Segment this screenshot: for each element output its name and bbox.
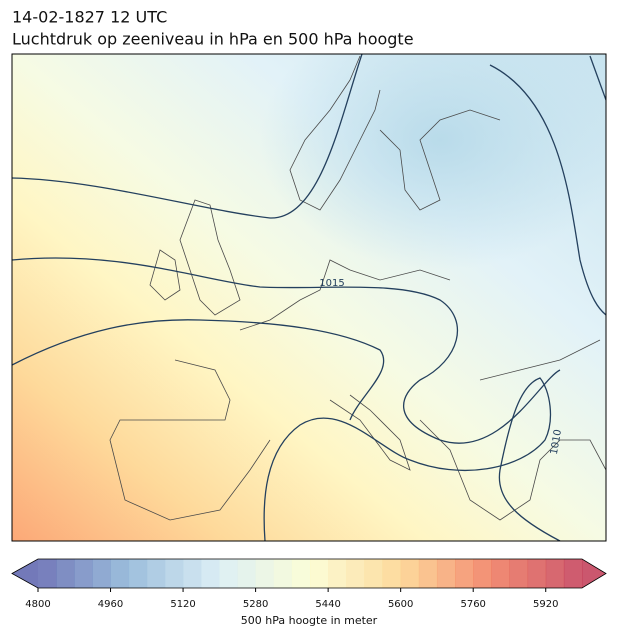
color-segment xyxy=(164,559,184,588)
contour-label: 1015 xyxy=(319,278,344,289)
color-segment xyxy=(183,559,202,588)
color-segment xyxy=(509,559,529,588)
color-segment xyxy=(346,559,365,588)
color-segment xyxy=(291,559,311,588)
low-region xyxy=(260,54,606,270)
color-segment xyxy=(328,559,347,588)
color-segment xyxy=(255,559,275,588)
color-segment xyxy=(128,559,148,588)
colorbar-label: 500 hPa hoogte in meter xyxy=(241,614,378,627)
map-area: 1015 1010 xyxy=(12,54,606,541)
tick-label: 4960 xyxy=(98,599,123,610)
color-segment xyxy=(400,559,420,588)
color-segment xyxy=(545,559,565,588)
map-frame xyxy=(11,53,607,542)
tick-label: 5280 xyxy=(243,599,268,610)
tick-label: 5920 xyxy=(533,599,558,610)
color-segment xyxy=(382,559,402,588)
color-segment xyxy=(455,559,474,588)
color-segment xyxy=(418,559,438,588)
color-segment xyxy=(563,559,583,588)
extend-arrow xyxy=(12,559,38,588)
color-segment xyxy=(92,559,112,588)
tick-label: 5600 xyxy=(388,599,413,610)
color-segment xyxy=(74,559,93,588)
color-segment xyxy=(56,559,75,588)
map-title: Luchtdruk op zeeniveau in hPa en 500 hPa… xyxy=(12,30,414,49)
color-segment xyxy=(310,559,329,588)
color-segment xyxy=(237,559,257,588)
color-segment xyxy=(38,559,57,588)
contour-label: 1010 xyxy=(549,429,564,456)
color-segment xyxy=(219,559,238,588)
color-segment xyxy=(110,559,130,588)
color-segment xyxy=(436,559,456,588)
map-date: 14-02-1827 12 UTC xyxy=(12,8,167,27)
isobars xyxy=(12,54,606,541)
color-segment xyxy=(473,559,492,588)
coastlines xyxy=(109,55,606,521)
color-segment xyxy=(201,559,220,588)
color-segment xyxy=(491,559,510,588)
color-segment xyxy=(364,559,384,588)
tick-label: 5120 xyxy=(170,599,195,610)
color-segment xyxy=(273,559,293,588)
tick-label: 4800 xyxy=(25,599,50,610)
tick-label: 5760 xyxy=(460,599,485,610)
color-segment xyxy=(527,559,547,588)
tick-label: 5440 xyxy=(315,599,340,610)
extend-arrow xyxy=(582,559,606,588)
colorbar: 4800 4960 5120 5280 5440 5600 5760 5920 xyxy=(11,558,607,610)
color-segment xyxy=(146,559,166,588)
